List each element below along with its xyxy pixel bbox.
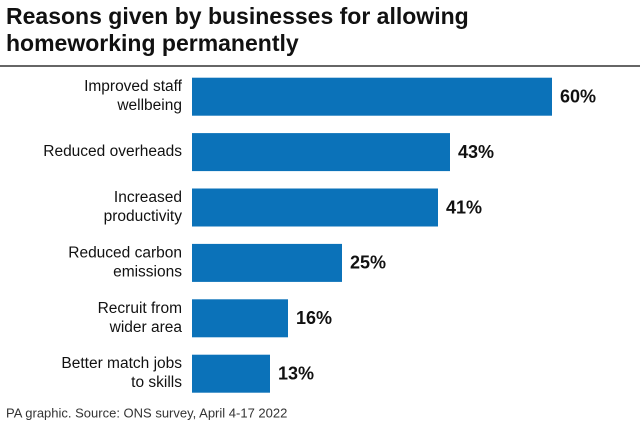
bar <box>192 77 552 116</box>
category-label: Reduced carbon emissions <box>68 244 182 280</box>
category-label: Recruit from wider area <box>98 300 183 336</box>
value-label: 43% <box>458 142 494 162</box>
category-label: Reduced overheads <box>43 143 182 160</box>
category-label: Improved staff wellbeing <box>84 78 183 114</box>
source-note: PA graphic. Source: ONS survey, April 4-… <box>6 405 287 420</box>
value-label: 16% <box>296 308 332 328</box>
value-label: 41% <box>446 197 482 217</box>
value-label: 13% <box>278 363 314 383</box>
category-label: Increased productivity <box>104 189 183 225</box>
value-label: 60% <box>560 86 596 106</box>
bar <box>192 299 288 338</box>
category-label: Better match jobs to skills <box>61 355 182 391</box>
bar <box>192 243 342 282</box>
chart-title: Reasons given by businesses for allowing… <box>6 3 469 56</box>
bar <box>192 188 438 227</box>
bar <box>192 354 270 393</box>
bar <box>192 133 450 172</box>
value-label: 25% <box>350 253 386 273</box>
